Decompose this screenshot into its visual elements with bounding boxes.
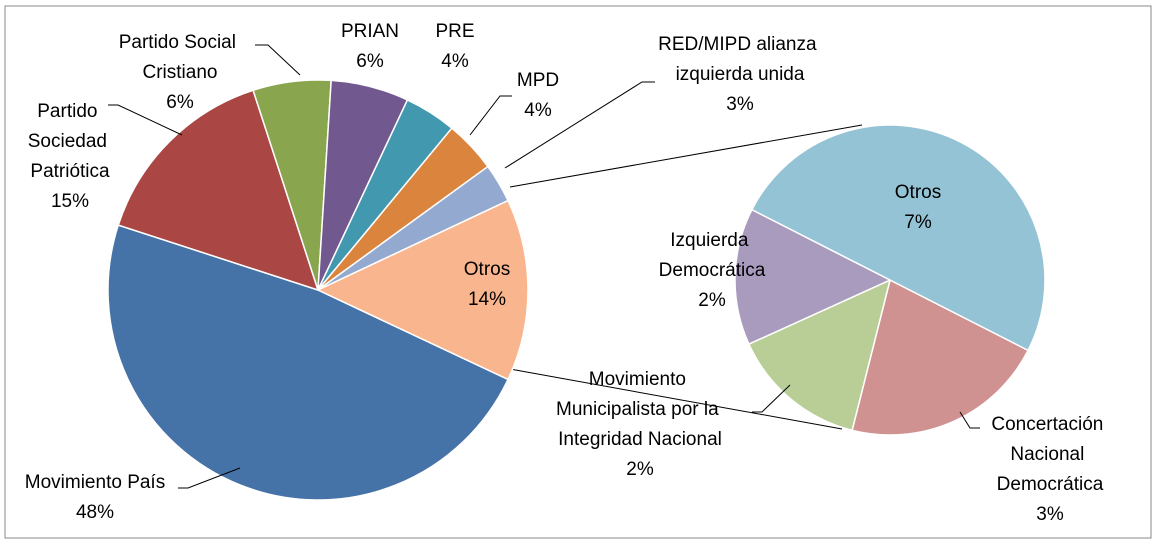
label-line: Sociedad — [28, 131, 113, 152]
label-line: Izquierda — [670, 230, 753, 251]
data-label-name: Partido Sociedad Patriótica — [28, 101, 113, 182]
label-line: PRE — [435, 21, 474, 42]
label-line: Municipalista por la — [556, 399, 724, 420]
secondary-pie-slice — [747, 278, 892, 432]
secondary-pie-slice — [851, 278, 1030, 436]
data-label-value: 15% — [51, 191, 89, 212]
data-label-value: 3% — [1036, 504, 1064, 525]
data-label-name: Concertación Nacional Democrática — [991, 414, 1108, 495]
pie-slice — [107, 224, 510, 501]
data-label-name: Partido Social Cristiano — [119, 32, 242, 83]
label-line: Partido Social — [119, 32, 242, 53]
label-line: Integridad Nacional — [558, 429, 722, 450]
leader-line — [959, 411, 980, 429]
data-label-value: 7% — [904, 212, 932, 233]
data-label-value: 48% — [76, 502, 114, 523]
label-line: Nacional — [1010, 444, 1089, 465]
label-line: Partido — [37, 101, 102, 122]
data-label-value: 4% — [524, 100, 552, 121]
leader-line — [178, 467, 241, 489]
data-label-value: 2% — [698, 290, 726, 311]
pie-slice — [117, 89, 320, 292]
data-label-name: Izquierda Democrática — [659, 230, 766, 281]
connector — [509, 368, 843, 430]
data-label-name: Movimiento País — [25, 472, 165, 493]
data-label-name: Otros — [464, 259, 510, 280]
data-label-value: 6% — [166, 92, 194, 113]
data-label-value: 3% — [726, 94, 754, 115]
data-label-name: MPD — [517, 70, 559, 91]
label-line: RED/MIPD alianza — [658, 34, 822, 55]
label-line: MPD — [517, 70, 559, 91]
label-line: Democrática — [659, 260, 766, 281]
pie-slice — [316, 199, 529, 381]
label-line: Movimiento País — [25, 472, 165, 493]
secondary-pie-slice — [750, 124, 1046, 352]
leader-line — [504, 81, 655, 169]
leader-line — [752, 384, 791, 413]
data-label-name: Movimiento Municipalista por la Integrid… — [556, 369, 724, 450]
data-label-name: PRIAN — [341, 21, 399, 42]
data-label-value: 6% — [356, 51, 384, 72]
connector — [509, 124, 863, 188]
leader-line — [108, 104, 183, 136]
data-label-value: 4% — [441, 51, 469, 72]
data-label-value: 2% — [626, 459, 654, 480]
data-label-name: PRE — [435, 21, 474, 42]
label-line: izquierda unida — [676, 64, 805, 85]
label-line: Movimiento — [589, 369, 691, 390]
data-label-name: RED/MIPD alianza izquierda unida — [658, 34, 822, 85]
secondary-pie-slice — [734, 208, 892, 346]
label-line: Cristiano — [143, 62, 218, 83]
leader-line — [469, 95, 512, 136]
data-label-value: 14% — [468, 289, 506, 310]
label-line: Patriótica — [30, 161, 110, 182]
label-line: Concertación — [991, 414, 1108, 435]
data-label-name: Otros — [895, 182, 941, 203]
leader-line — [255, 44, 301, 76]
label-line: Otros — [895, 182, 941, 203]
label-line: Otros — [464, 259, 510, 280]
label-line: Democrática — [997, 474, 1104, 495]
label-line: PRIAN — [341, 21, 399, 42]
